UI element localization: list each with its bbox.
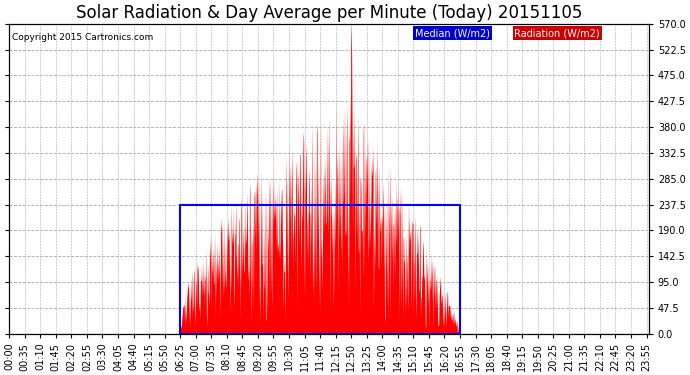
Text: Radiation (W/m2): Radiation (W/m2) [515,28,600,38]
Bar [180,204,460,334]
Text: Copyright 2015 Cartronics.com: Copyright 2015 Cartronics.com [12,33,154,42]
Text: Median (W/m2): Median (W/m2) [415,28,491,38]
Title: Solar Radiation & Day Average per Minute (Today) 20151105: Solar Radiation & Day Average per Minute… [76,4,582,22]
